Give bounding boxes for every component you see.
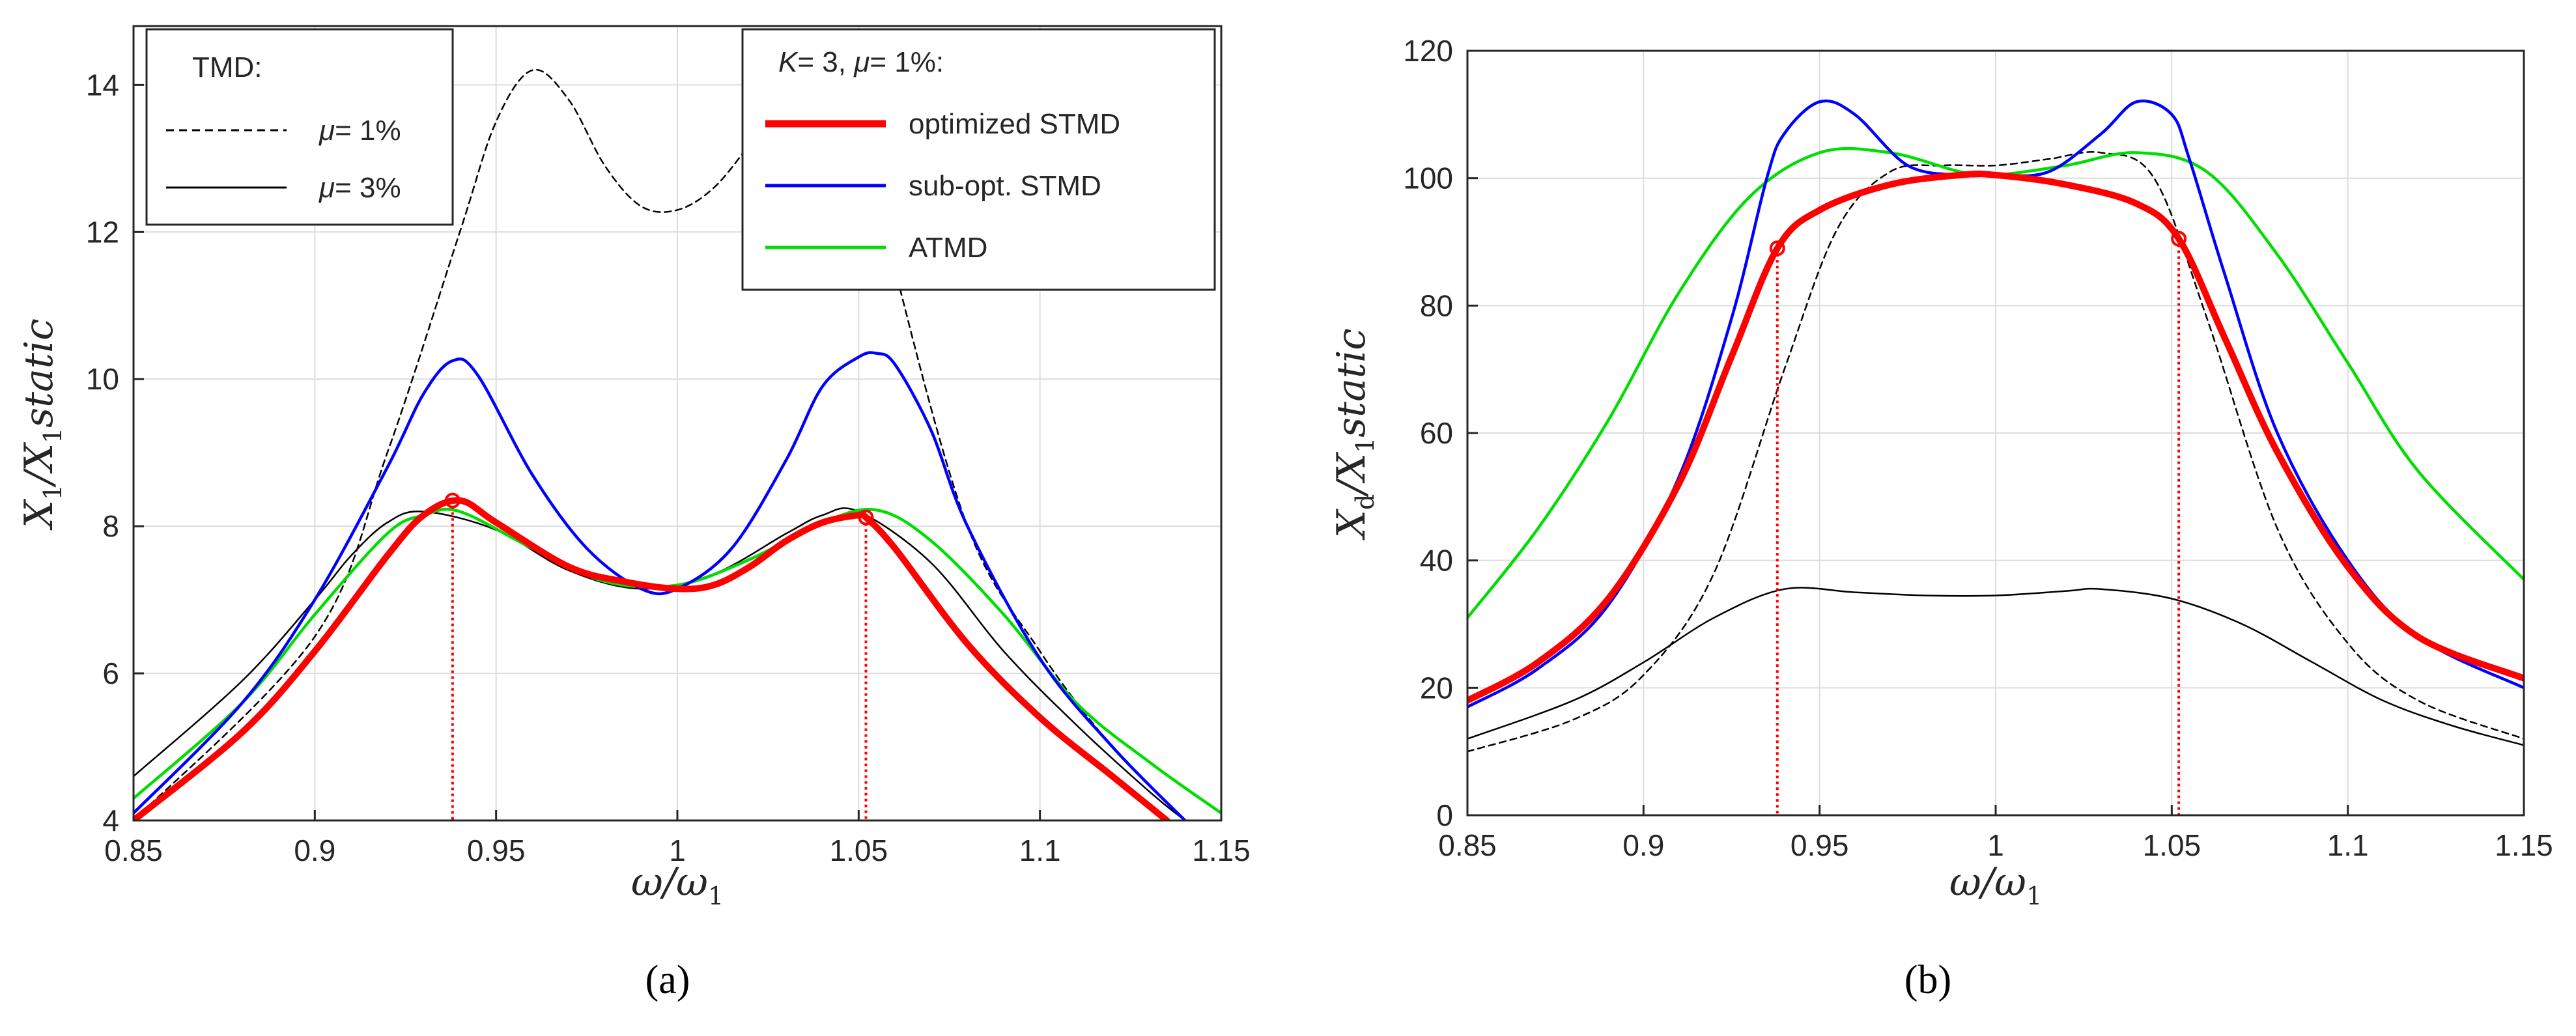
y-tick-label-a-1: 6 <box>102 656 119 690</box>
legend-label-optimized-stmd: optimized STMD <box>909 108 1120 140</box>
series-line-optimized-stmd-a <box>134 497 1170 820</box>
x-tick-label-b-5: 1.1 <box>2327 828 2369 862</box>
x-tick-label-a-0: 0.85 <box>104 833 163 867</box>
legend-k: K= 3, μ= 1%: optimized STMD sub-opt. STM… <box>741 28 1216 291</box>
y-tick-label-a-5: 14 <box>86 68 119 102</box>
y-tick-label-b-0: 0 <box>1436 798 1453 832</box>
x-tick-label-b-1: 0.9 <box>1622 828 1664 862</box>
axes-frame-b <box>1466 49 2525 817</box>
y-tick-label-b-5: 100 <box>1403 161 1453 195</box>
x-tick-label-b-0: 0.85 <box>1438 828 1497 862</box>
legend-k-title: K= 3, μ= 1%: <box>778 46 944 78</box>
x-tick-label-b-6: 1.15 <box>2495 828 2553 862</box>
y-axis-label-a: X1/X1static <box>16 318 67 531</box>
panel-label-b: (b) <box>1904 958 1951 1002</box>
legend-label-atmd: ATMD <box>909 232 987 264</box>
series-b <box>1467 99 2524 815</box>
x-axis-label-b: ω/ω1 <box>1949 860 2042 910</box>
ticks-a: 0.85 0.9 0.95 1 1.05 1.1 1.15 4 6 8 10 12 14 <box>86 68 1251 867</box>
panel-b: 0.85 0.9 0.95 1 1.05 1.1 1.15 0 20 40 60 80 100 120 ω… <box>1329 34 2553 1002</box>
y-tick-label-b-4: 80 <box>1420 288 1453 322</box>
axes-frame-a <box>132 25 1223 822</box>
y-tick-label-a-2: 8 <box>102 509 119 543</box>
y-tick-label-b-1: 20 <box>1420 671 1453 705</box>
panel-a: 0.85 0.9 0.95 1 1.05 1.1 1.15 4 6 8 10 12 14 ω/ω1 X1… <box>16 25 1251 1002</box>
panel-label-a: (a) <box>645 958 690 1002</box>
ticks-b: 0.85 0.9 0.95 1 1.05 1.1 1.15 0 20 40 60 80 100 120 <box>1403 34 2553 862</box>
series-line-tmd-3-b <box>1467 587 2524 746</box>
y-tick-label-b-6: 120 <box>1403 34 1453 68</box>
legend-tmd-title: TMD: <box>192 51 262 83</box>
series-line-sub-opt-stmd-a <box>134 351 1187 820</box>
marker-point-b-0 <box>1769 240 1785 257</box>
legend-tmd-box <box>145 28 454 226</box>
series-a <box>134 68 1221 820</box>
marker-point-a-1 <box>858 509 874 525</box>
legend-label-sub-opt-stmd: sub-opt. STMD <box>909 170 1101 202</box>
legend-tmd-label-mu3: μ= 3% <box>318 172 401 204</box>
x-tick-label-b-3: 1 <box>1987 828 2004 862</box>
series-line-optimized-stmd-b <box>1467 170 2524 704</box>
legend-tmd-label-mu1: μ= 1% <box>318 115 401 147</box>
series-line-tmd-1-b <box>1467 151 2524 753</box>
y-tick-label-a-0: 4 <box>102 804 119 837</box>
x-tick-label-a-4: 1.05 <box>830 833 888 867</box>
legend-tmd: TMD: μ= 1% μ= 3% <box>145 28 454 226</box>
x-tick-label-a-3: 1 <box>669 833 686 867</box>
x-tick-label-b-4: 1.05 <box>2143 828 2201 862</box>
x-tick-label-a-6: 1.15 <box>1192 833 1251 867</box>
x-axis-label-a: ω/ω1 <box>631 860 724 910</box>
y-tick-label-a-3: 10 <box>86 362 119 396</box>
marker-point-b-1 <box>2171 231 2187 247</box>
x-tick-label-b-2: 0.95 <box>1790 828 1849 862</box>
y-tick-label-b-3: 60 <box>1420 416 1453 450</box>
y-tick-label-b-2: 40 <box>1420 544 1453 578</box>
y-axis-label-b: Xd/X1static <box>1329 328 1380 540</box>
x-tick-label-a-1: 0.9 <box>294 833 335 867</box>
x-tick-label-a-2: 0.95 <box>467 833 526 867</box>
marker-point-a-0 <box>444 492 460 509</box>
x-tick-label-a-5: 1.1 <box>1019 833 1061 867</box>
y-tick-label-a-4: 12 <box>86 215 119 249</box>
